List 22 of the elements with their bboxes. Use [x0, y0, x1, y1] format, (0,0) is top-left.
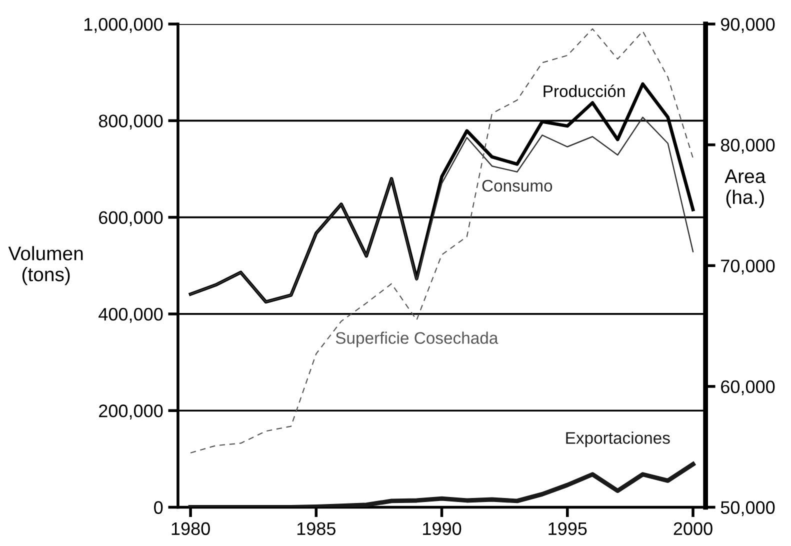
y2-tick-label: 50,000 — [720, 501, 775, 516]
x-tick-label: 1995 — [548, 522, 587, 536]
x-tick-label: 1980 — [172, 522, 210, 536]
y-tick-label: 600,000 — [99, 211, 163, 226]
y-tick-label: 400,000 — [98, 308, 163, 323]
series-label: Exportaciones — [566, 432, 670, 448]
x-tick-label: 1990 — [423, 522, 462, 536]
y2-axis-title: Area (ha.) — [724, 169, 766, 208]
y-axis-title: Volumen (tons) — [8, 246, 83, 286]
x-tick-label: 2000 — [674, 522, 712, 536]
series-label: Producción — [544, 84, 625, 98]
y-tick-label: 200,000 — [99, 404, 163, 420]
y2-tick-label: 80,000 — [720, 138, 775, 154]
y2-tick-label: 60,000 — [721, 380, 775, 396]
y2-tick-label: 90,000 — [721, 18, 775, 33]
series-label: Consumo — [482, 180, 552, 192]
series-label: Superficie Cosechada — [336, 332, 498, 348]
y-tick-label: 1,000,000 — [84, 18, 163, 33]
y2-tick-label: 70,000 — [721, 260, 775, 274]
x-tick-label: 1985 — [297, 522, 336, 536]
y-tick-label: 0 — [154, 501, 163, 514]
y-tick-label: 800,000 — [98, 114, 163, 130]
